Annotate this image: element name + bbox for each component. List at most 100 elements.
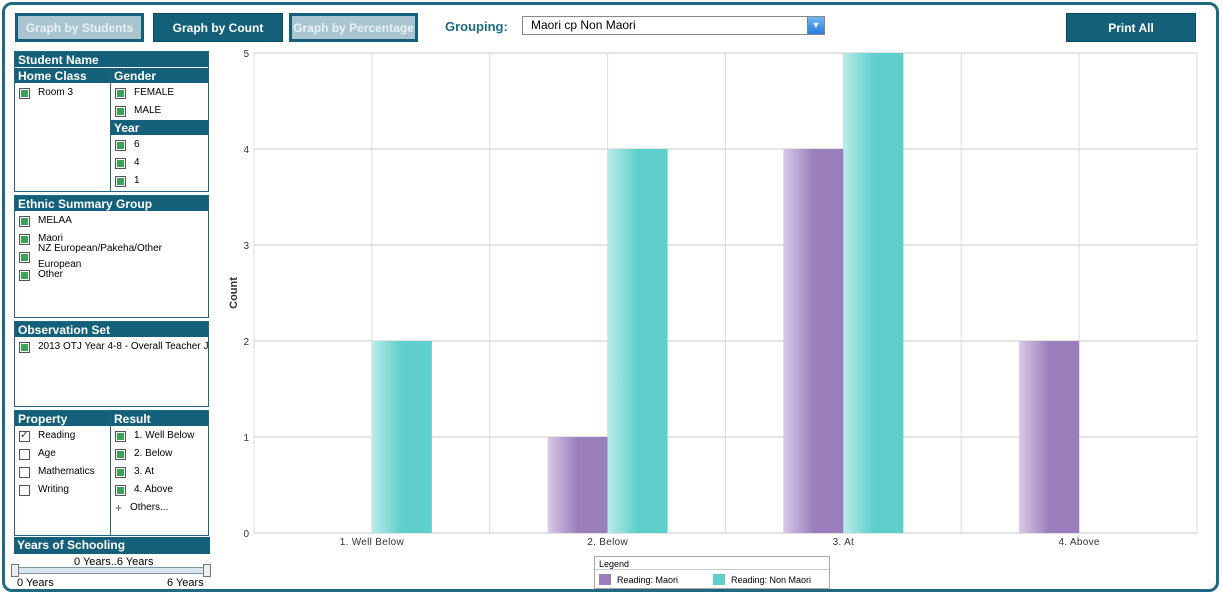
- checkbox[interactable]: [19, 428, 30, 444]
- chart-legend: Legend Reading: Maori Reading: Non Maori: [594, 556, 830, 589]
- checkbox[interactable]: [115, 466, 126, 478]
- chart-area: 0 1 2 3 4 5 1. Well Below 2. Below 3. At 4. Above…: [228, 49, 1200, 590]
- item-label: 2. Below: [134, 448, 173, 459]
- item-label: Other: [38, 269, 64, 280]
- result-others-item[interactable]: + Others...: [111, 499, 208, 517]
- grouping-select[interactable]: Maori cp Non Maori ▼: [522, 16, 825, 35]
- checkbox[interactable]: [19, 466, 30, 478]
- result-item[interactable]: 4. Above: [111, 481, 208, 499]
- years-max-label: 6 Years: [167, 577, 204, 589]
- checkbox[interactable]: [115, 157, 126, 169]
- grouping-select-value: Maori cp Non Maori: [531, 18, 636, 32]
- ethnic-item[interactable]: Maori: [15, 230, 208, 248]
- checkbox[interactable]: [19, 251, 30, 263]
- observation-filter-panel: Observation Set 2013 OTJ Year 4-8 - Over…: [14, 321, 209, 407]
- item-label: Room 3: [38, 87, 74, 98]
- property-header: Property: [15, 411, 110, 427]
- years-min-label: 0 Years: [17, 577, 54, 589]
- item-label: NZ European/Pakeha/Other European: [38, 243, 162, 270]
- ethnic-header: Ethnic Summary Group: [15, 196, 208, 212]
- legend-swatch: [599, 574, 611, 585]
- item-label: Reading: [38, 430, 76, 441]
- item-label: Writing: [38, 484, 69, 495]
- y-tick-label: 2: [243, 337, 249, 348]
- ethnic-item[interactable]: NZ European/Pakeha/Other European: [15, 243, 208, 270]
- home-class-header: Home Class: [15, 68, 110, 84]
- gender-header: Gender: [111, 68, 208, 84]
- item-label: 4: [134, 157, 140, 168]
- y-tick-label: 5: [243, 50, 249, 60]
- property-item[interactable]: Reading: [15, 427, 110, 445]
- y-tick-label: 3: [243, 241, 249, 252]
- year-item[interactable]: 1: [111, 172, 208, 190]
- checkbox[interactable]: [115, 448, 126, 460]
- item-label: Others...: [130, 502, 169, 513]
- ethnic-item[interactable]: MELAA: [15, 212, 208, 230]
- student-filter-panel: Student Name Home Class Room 3 Gender FE…: [14, 51, 209, 192]
- ethnic-item[interactable]: Other: [15, 266, 208, 284]
- legend-label: Reading: Maori: [617, 574, 679, 585]
- plus-icon: +: [115, 501, 123, 515]
- observation-header: Observation Set: [15, 322, 208, 338]
- property-item[interactable]: Age: [15, 445, 110, 463]
- year-item[interactable]: 4: [111, 154, 208, 172]
- home-class-item[interactable]: Room 3: [15, 84, 110, 102]
- ethnic-filter-panel: Ethnic Summary Group MELAA Maori NZ Euro…: [14, 195, 209, 318]
- item-label: 3. At: [134, 466, 155, 477]
- property-item[interactable]: Writing: [15, 481, 110, 499]
- print-all-button[interactable]: Print All: [1066, 13, 1196, 42]
- item-label: Maori: [38, 233, 64, 244]
- checkbox[interactable]: [19, 233, 30, 245]
- item-label: MALE: [134, 105, 162, 116]
- y-axis-label: Count: [228, 277, 240, 309]
- item-label: MELAA: [38, 215, 72, 226]
- result-item[interactable]: 2. Below: [111, 445, 208, 463]
- chevron-down-icon[interactable]: ▼: [807, 17, 824, 34]
- item-label: Age: [38, 448, 56, 459]
- checkbox[interactable]: [19, 269, 30, 281]
- checkbox[interactable]: [115, 139, 126, 151]
- bar-chart: 0 1 2 3 4 5 1. Well Below 2. Below 3. At 4. Above…: [228, 49, 1198, 548]
- years-slider-min-handle[interactable]: [11, 564, 19, 577]
- graph-by-students-button[interactable]: Graph by Students: [15, 13, 144, 42]
- checkbox[interactable]: [115, 175, 126, 187]
- observation-item[interactable]: 2013 OTJ Year 4-8 - Overall Teacher J: [15, 338, 208, 356]
- bar-maori: [1019, 341, 1080, 533]
- y-tick-label: 4: [243, 145, 249, 156]
- years-slider-track[interactable]: [11, 567, 211, 574]
- property-item[interactable]: Mathematics: [15, 463, 110, 481]
- x-tick-label: 3. At: [833, 537, 855, 548]
- checkbox[interactable]: [19, 341, 30, 353]
- checkbox[interactable]: [115, 87, 126, 99]
- legend-item-maori: Reading: Maori: [599, 574, 678, 585]
- x-tick-label: 2. Below: [587, 537, 628, 548]
- year-item[interactable]: 6: [111, 136, 208, 154]
- result-header: Result: [111, 411, 208, 427]
- checkbox[interactable]: [19, 448, 30, 460]
- graph-by-percentage-button[interactable]: Graph by Percentage: [289, 13, 418, 42]
- checkbox[interactable]: [115, 105, 126, 117]
- bar-maori: [547, 437, 608, 533]
- gender-item[interactable]: FEMALE: [111, 84, 208, 102]
- years-of-schooling-header: Years of Schooling: [14, 537, 210, 554]
- checkbox[interactable]: [19, 215, 30, 227]
- bar-non-maori: [371, 341, 432, 533]
- checkbox[interactable]: [19, 87, 30, 99]
- bar-non-maori: [607, 149, 668, 533]
- grouping-label: Grouping:: [445, 19, 508, 34]
- property-result-panel: Property Reading Age Mathematics Writing…: [14, 410, 209, 536]
- checkbox[interactable]: [115, 430, 126, 442]
- result-item[interactable]: 3. At: [111, 463, 208, 481]
- years-slider-max-handle[interactable]: [203, 564, 211, 577]
- year-header: Year: [111, 120, 208, 136]
- item-label: 4. Above: [134, 484, 173, 495]
- result-item[interactable]: 1. Well Below: [111, 427, 208, 445]
- checkbox[interactable]: [115, 484, 126, 496]
- item-label: Mathematics: [38, 466, 95, 477]
- graph-by-count-button[interactable]: Graph by Count: [153, 13, 283, 42]
- item-label: 1: [134, 175, 140, 186]
- x-tick-label: 4. Above: [1058, 537, 1099, 548]
- checkbox[interactable]: [19, 484, 30, 496]
- legend-title: Legend: [599, 559, 630, 569]
- gender-item[interactable]: MALE: [111, 102, 208, 120]
